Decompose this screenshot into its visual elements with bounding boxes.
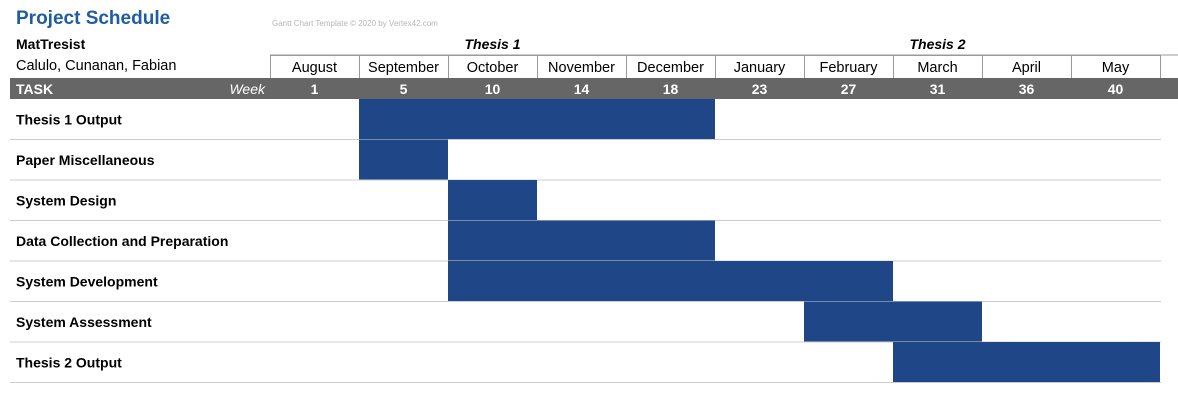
task-column-header: TASK [16, 81, 53, 97]
page-title: Project Schedule [16, 8, 171, 29]
month-label-may: May [1102, 60, 1130, 76]
week-number-label: 40 [1108, 81, 1124, 97]
phase-label-thesis-2: Thesis 2 [909, 36, 966, 52]
task-label: System Design [16, 192, 116, 208]
phase-label-thesis-1: Thesis 1 [464, 36, 521, 52]
task-label: Data Collection and Preparation [16, 233, 228, 249]
task-bar [448, 220, 715, 261]
month-label-january: January [734, 60, 786, 76]
task-bar [893, 342, 1160, 383]
task-label: System Development [16, 273, 158, 289]
month-label-march: March [917, 60, 957, 76]
week-number-label: 27 [841, 81, 857, 97]
week-header-label: Week [229, 81, 266, 97]
week-number-label: 18 [663, 81, 679, 97]
template-credit: Gantt Chart Template © 2020 by Vertex42.… [272, 19, 438, 28]
week-number-label: 14 [574, 81, 590, 97]
month-label-august: August [292, 60, 337, 76]
week-number-label: 36 [1019, 81, 1035, 97]
header-band [10, 78, 1178, 99]
task-bar [359, 99, 715, 140]
month-label-december: December [637, 60, 704, 76]
task-bar [448, 261, 893, 302]
task-bar [359, 139, 448, 180]
month-label-february: February [819, 60, 878, 76]
task-label: Thesis 1 Output [16, 111, 122, 127]
task-bar [804, 301, 982, 342]
task-label: Paper Miscellaneous [16, 152, 155, 168]
week-number-label: 31 [930, 81, 946, 97]
team-name: MatTresist [16, 36, 86, 52]
task-label: System Assessment [16, 314, 152, 330]
week-number-label: 5 [400, 81, 408, 97]
team-members: Calulo, Cunanan, Fabian [16, 58, 177, 74]
month-label-november: November [548, 60, 615, 76]
week-number-label: 10 [485, 81, 501, 97]
week-number-label: 1 [311, 81, 319, 97]
month-label-october: October [467, 60, 519, 76]
month-label-april: April [1012, 60, 1041, 76]
week-number-label: 23 [752, 81, 768, 97]
task-label: Thesis 2 Output [16, 354, 122, 370]
month-label-september: September [368, 60, 439, 76]
task-bar [448, 180, 537, 221]
